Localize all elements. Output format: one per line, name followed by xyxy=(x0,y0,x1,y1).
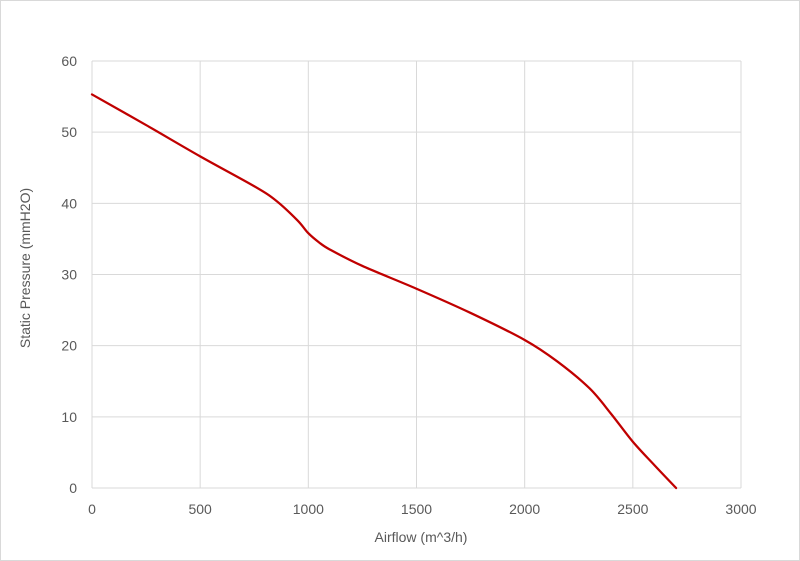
y-axis-ticks: 0 10 20 30 40 50 60 xyxy=(61,53,77,496)
y-tick-label: 30 xyxy=(61,267,77,283)
y-tick-label: 10 xyxy=(61,409,77,425)
series-line-0 xyxy=(90,93,678,490)
y-tick-label: 60 xyxy=(61,53,77,69)
x-tick-label: 500 xyxy=(188,501,212,517)
grid xyxy=(91,60,742,489)
x-tick-label: 1500 xyxy=(401,501,432,517)
series-layer xyxy=(90,93,678,490)
y-tick-label: 50 xyxy=(61,124,77,140)
y-tick-label: 20 xyxy=(61,338,77,354)
x-axis-ticks: 0 500 1000 1500 2000 2500 3000 xyxy=(88,501,757,517)
y-tick-label: 0 xyxy=(69,480,77,496)
y-tick-label: 40 xyxy=(61,195,77,211)
x-tick-label: 2500 xyxy=(617,501,648,517)
x-tick-label: 2000 xyxy=(509,501,540,517)
x-tick-label: 3000 xyxy=(725,501,756,517)
x-tick-label: 1000 xyxy=(293,501,324,517)
x-axis-title: Airflow (m^3/h) xyxy=(375,529,468,545)
y-axis-title: Static Pressure (mmH2O) xyxy=(17,188,33,348)
x-tick-label: 0 xyxy=(88,501,96,517)
